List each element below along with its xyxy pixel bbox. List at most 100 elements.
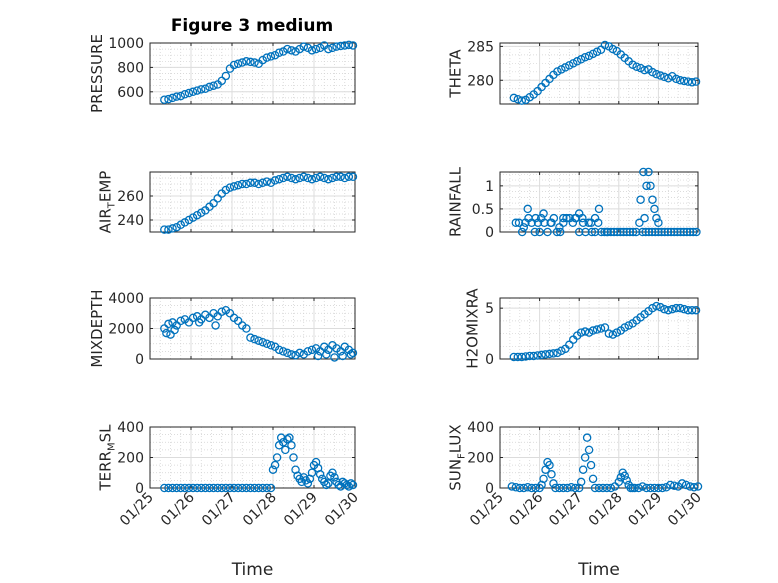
data-point bbox=[342, 480, 352, 490]
data-point bbox=[221, 71, 231, 81]
y-axis-label: MIXDEPTH bbox=[88, 289, 106, 367]
data-point bbox=[188, 483, 198, 493]
data-point bbox=[246, 57, 255, 67]
data-point bbox=[274, 174, 284, 184]
data-point bbox=[262, 177, 272, 186]
data-point bbox=[194, 318, 204, 327]
axes-frame bbox=[149, 171, 356, 233]
y-tick-label: 200 bbox=[117, 451, 144, 467]
y-axis-label: SUNFLUX bbox=[447, 424, 468, 490]
data-point bbox=[656, 302, 665, 312]
data-point bbox=[525, 351, 534, 361]
data-point bbox=[555, 223, 564, 232]
data-point bbox=[242, 57, 251, 66]
data-point bbox=[307, 345, 317, 355]
data-point bbox=[676, 227, 685, 237]
data-point bbox=[666, 480, 675, 490]
data-point bbox=[338, 351, 347, 361]
data-point bbox=[270, 50, 280, 60]
data-point bbox=[590, 483, 600, 493]
y-tick-label: 600 bbox=[117, 85, 144, 101]
data-point bbox=[164, 94, 173, 104]
data-point bbox=[217, 307, 226, 316]
data-point bbox=[594, 483, 604, 493]
data-point bbox=[519, 223, 529, 232]
data-point bbox=[332, 42, 341, 51]
data-point bbox=[687, 78, 697, 87]
data-point bbox=[307, 468, 317, 477]
data-point bbox=[311, 44, 321, 54]
data-point bbox=[172, 483, 181, 493]
data-point bbox=[176, 91, 185, 101]
y-tick-label: 0 bbox=[485, 481, 494, 497]
data-point bbox=[608, 44, 618, 54]
data-point bbox=[673, 227, 682, 237]
data-point bbox=[180, 89, 190, 99]
data-point bbox=[679, 76, 689, 86]
data-point bbox=[274, 345, 284, 355]
data-point bbox=[205, 82, 214, 92]
data-point bbox=[160, 225, 169, 234]
data-point bbox=[262, 53, 272, 62]
data-point bbox=[322, 350, 331, 359]
data-point bbox=[557, 346, 566, 356]
data-point bbox=[229, 60, 239, 70]
data-point bbox=[262, 483, 272, 493]
data-point bbox=[258, 337, 267, 347]
y-tick-label: 1000 bbox=[108, 36, 144, 52]
data-point bbox=[291, 47, 300, 56]
x-axis-label: Time bbox=[231, 560, 274, 580]
data-point bbox=[539, 474, 548, 484]
data-point bbox=[346, 479, 356, 488]
data-point bbox=[237, 58, 247, 67]
data-point bbox=[624, 321, 633, 330]
data-point bbox=[278, 47, 288, 56]
data-point bbox=[348, 172, 358, 182]
data-point bbox=[652, 69, 661, 79]
data-point bbox=[507, 482, 517, 491]
data-point bbox=[324, 479, 333, 488]
data-point bbox=[172, 92, 181, 101]
data-point bbox=[652, 213, 661, 223]
data-point bbox=[642, 483, 651, 493]
data-point bbox=[164, 319, 173, 329]
series-markers bbox=[160, 172, 358, 234]
y-tick-label: 400 bbox=[117, 420, 144, 436]
data-point bbox=[619, 227, 628, 237]
data-point bbox=[196, 85, 206, 94]
data-point bbox=[602, 227, 612, 237]
data-point bbox=[668, 304, 677, 314]
data-point bbox=[570, 213, 580, 223]
data-point bbox=[677, 479, 687, 488]
data-point bbox=[584, 328, 594, 337]
data-point bbox=[679, 227, 688, 237]
data-point bbox=[549, 213, 559, 223]
data-point bbox=[188, 87, 198, 97]
data-point bbox=[555, 227, 565, 237]
data-point bbox=[315, 43, 325, 53]
data-point bbox=[563, 483, 572, 493]
subplot-4: 0 0.5 1 RAINFALL bbox=[447, 166, 701, 241]
series-markers bbox=[509, 40, 701, 105]
axes-frame bbox=[499, 297, 699, 360]
data-point bbox=[547, 218, 556, 228]
data-point bbox=[588, 326, 598, 335]
data-point bbox=[523, 482, 532, 492]
data-point bbox=[233, 180, 243, 190]
data-point bbox=[628, 60, 637, 69]
data-point bbox=[336, 41, 345, 51]
data-point bbox=[509, 352, 519, 362]
data-point bbox=[685, 227, 695, 237]
data-point bbox=[278, 347, 288, 356]
data-point bbox=[328, 173, 337, 183]
data-point bbox=[630, 483, 639, 493]
data-point bbox=[644, 227, 654, 237]
x-axis-label: Time bbox=[577, 560, 620, 580]
data-point bbox=[600, 323, 610, 332]
x-tick-label: 01/28 bbox=[240, 490, 280, 530]
data-point bbox=[628, 227, 638, 237]
